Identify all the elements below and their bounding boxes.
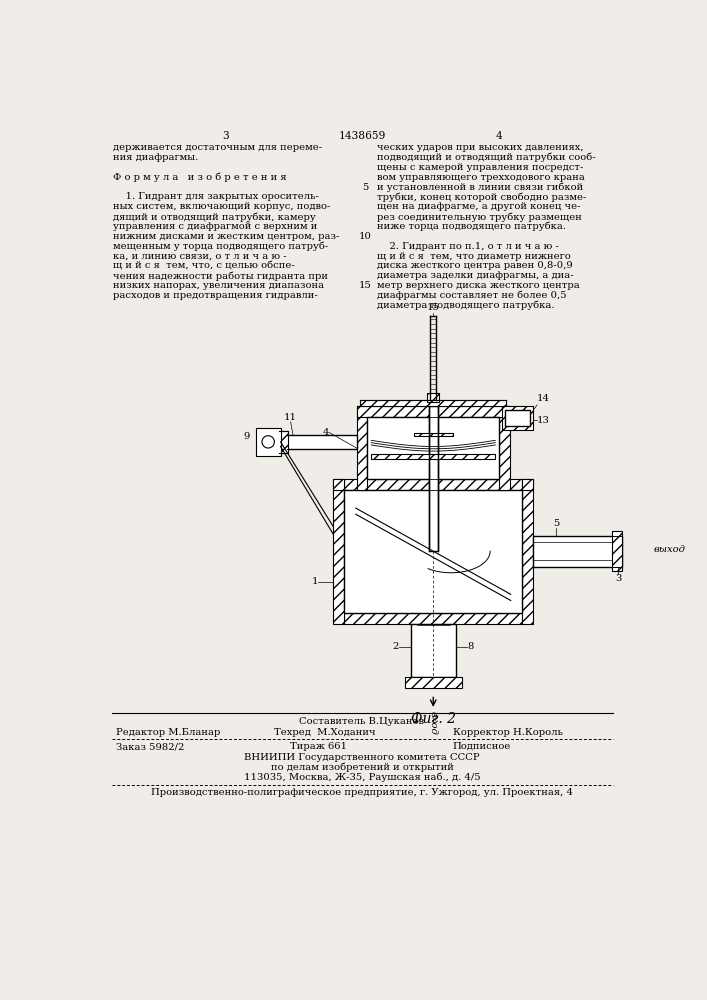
Bar	[499, 406, 510, 490]
Bar	[371, 454, 495, 459]
Bar	[344, 490, 522, 613]
Bar	[344, 479, 522, 490]
Text: 1438659: 1438659	[338, 131, 385, 141]
Text: 2: 2	[393, 642, 399, 651]
Text: ка, и линию связи, о т л и ч а ю -: ка, и линию связи, о т л и ч а ю -	[113, 252, 287, 261]
Text: диафрагмы составляет не более 0,5: диафрагмы составляет не более 0,5	[377, 291, 566, 300]
Text: метр верхнего диска жесткого центра: метр верхнего диска жесткого центра	[377, 281, 580, 290]
Text: диаметра заделки диафрагмы, а диа-: диаметра заделки диафрагмы, а диа-	[377, 271, 573, 280]
Text: ния диафрагмы.: ния диафрагмы.	[113, 153, 199, 162]
Bar	[533, 536, 622, 567]
Text: Редактор М.Бланар: Редактор М.Бланар	[115, 728, 220, 737]
Text: Тираж 661: Тираж 661	[290, 742, 347, 751]
Text: ниже торца подводящего патрубка.: ниже торца подводящего патрубка.	[377, 222, 566, 231]
Circle shape	[262, 436, 274, 448]
Text: 15: 15	[427, 303, 440, 312]
Bar	[256, 428, 281, 456]
Bar	[333, 479, 344, 624]
Text: низких напорах, увеличения диапазона: низких напорах, увеличения диапазона	[113, 281, 325, 290]
Text: Фиг. 2: Фиг. 2	[411, 712, 456, 726]
Bar	[522, 479, 533, 490]
Text: 5: 5	[362, 183, 368, 192]
Text: расходов и предотвращения гидравли-: расходов и предотвращения гидравли-	[113, 291, 318, 300]
Text: подводящий и отводящий патрубки сооб-: подводящий и отводящий патрубки сооб-	[377, 153, 595, 162]
Text: Подписное: Подписное	[452, 742, 511, 751]
Text: щ и й с я  тем, что, с целью обспе-: щ и й с я тем, что, с целью обспе-	[113, 261, 295, 270]
Text: держивается достаточным для переме-: держивается достаточным для переме-	[113, 143, 322, 152]
Text: 2. Гидрант по п.1, о т л и ч а ю -: 2. Гидрант по п.1, о т л и ч а ю -	[377, 242, 559, 251]
Text: вом управляющего трехходового крана: вом управляющего трехходового крана	[377, 173, 585, 182]
Bar	[428, 406, 438, 551]
Text: 14: 14	[537, 394, 550, 403]
Text: 11: 11	[284, 413, 297, 422]
Bar	[404, 677, 462, 688]
Bar	[506, 410, 530, 426]
Text: диаметра подводящего патрубка.: диаметра подводящего патрубка.	[377, 301, 554, 310]
Bar	[279, 431, 288, 453]
Bar	[333, 479, 344, 490]
Text: управления с диафрагмой с верхним и: управления с диафрагмой с верхним и	[113, 222, 317, 231]
Text: и установленной в линии связи гибкой: и установленной в линии связи гибкой	[377, 183, 583, 192]
Text: Ф о р м у л а   и з о б р е т е н и я: Ф о р м у л а и з о б р е т е н и я	[113, 173, 287, 182]
Text: вход: вход	[428, 711, 438, 735]
Text: 10: 10	[358, 232, 371, 241]
Text: диска жесткого центра равен 0,8-0,9: диска жесткого центра равен 0,8-0,9	[377, 261, 573, 270]
Text: ВНИИПИ Государственного комитета СССР: ВНИИПИ Государственного комитета СССР	[244, 753, 480, 762]
Text: 5: 5	[554, 519, 560, 528]
Bar	[344, 613, 522, 624]
Text: Составитель В.Цуканов: Составитель В.Цуканов	[300, 717, 424, 726]
Bar	[612, 531, 622, 571]
Text: Корректор Н.Король: Корректор Н.Король	[452, 728, 563, 737]
Bar	[411, 624, 456, 677]
Text: 3: 3	[222, 131, 229, 141]
Text: нижним дисками и жестким центром, раз-: нижним дисками и жестким центром, раз-	[113, 232, 339, 241]
Text: 3: 3	[615, 574, 621, 583]
Bar	[356, 406, 510, 417]
Text: 8: 8	[467, 642, 474, 651]
Bar	[502, 406, 533, 430]
Text: 13: 13	[537, 416, 550, 425]
Bar	[427, 393, 440, 402]
Text: Заказ 5982/2: Заказ 5982/2	[115, 742, 184, 751]
Bar	[368, 417, 499, 479]
Text: рез соединительную трубку размещен: рез соединительную трубку размещен	[377, 212, 582, 222]
Text: 4: 4	[323, 428, 329, 437]
Bar	[356, 406, 368, 490]
Text: выход: выход	[653, 545, 685, 554]
Text: 4: 4	[496, 131, 503, 141]
Text: ных систем, включающий корпус, подво-: ных систем, включающий корпус, подво-	[113, 202, 331, 211]
Bar	[414, 433, 452, 436]
Bar	[287, 435, 356, 449]
Text: 1: 1	[311, 578, 317, 586]
Text: дящий и отводящий патрубки, камеру: дящий и отводящий патрубки, камеру	[113, 212, 316, 222]
Text: щен на диафрагме, а другой конец че-: щен на диафрагме, а другой конец че-	[377, 202, 580, 211]
Text: щены с камерой управления посредст-: щены с камерой управления посредст-	[377, 163, 583, 172]
Text: 1. Гидрант для закрытых ороситель-: 1. Гидрант для закрытых ороситель-	[113, 192, 319, 201]
Text: 15: 15	[358, 281, 371, 290]
Text: 113035, Москва, Ж-35, Раушская наб., д. 4/5: 113035, Москва, Ж-35, Раушская наб., д. …	[244, 773, 480, 782]
Text: мещенным у торца подводящего патруб-: мещенным у торца подводящего патруб-	[113, 242, 329, 251]
Text: Техред  М.Ходанич: Техред М.Ходанич	[274, 728, 376, 737]
Text: по делам изобретений и открытий: по делам изобретений и открытий	[271, 763, 453, 772]
Text: Производственно-полиграфическое предприятие, г. Ужгород, ул. Проектная, 4: Производственно-полиграфическое предприя…	[151, 788, 573, 797]
Text: ческих ударов при высоких давлениях,: ческих ударов при высоких давлениях,	[377, 143, 583, 152]
Text: 9: 9	[243, 432, 250, 441]
Text: щ и й с я  тем, что диаметр нижнего: щ и й с я тем, что диаметр нижнего	[377, 252, 571, 261]
Text: чения надежности работы гидранта при: чения надежности работы гидранта при	[113, 271, 328, 281]
Bar	[522, 479, 533, 624]
Bar	[361, 400, 506, 406]
Text: трубки, конец которой свободно разме-: трубки, конец которой свободно разме-	[377, 192, 586, 202]
